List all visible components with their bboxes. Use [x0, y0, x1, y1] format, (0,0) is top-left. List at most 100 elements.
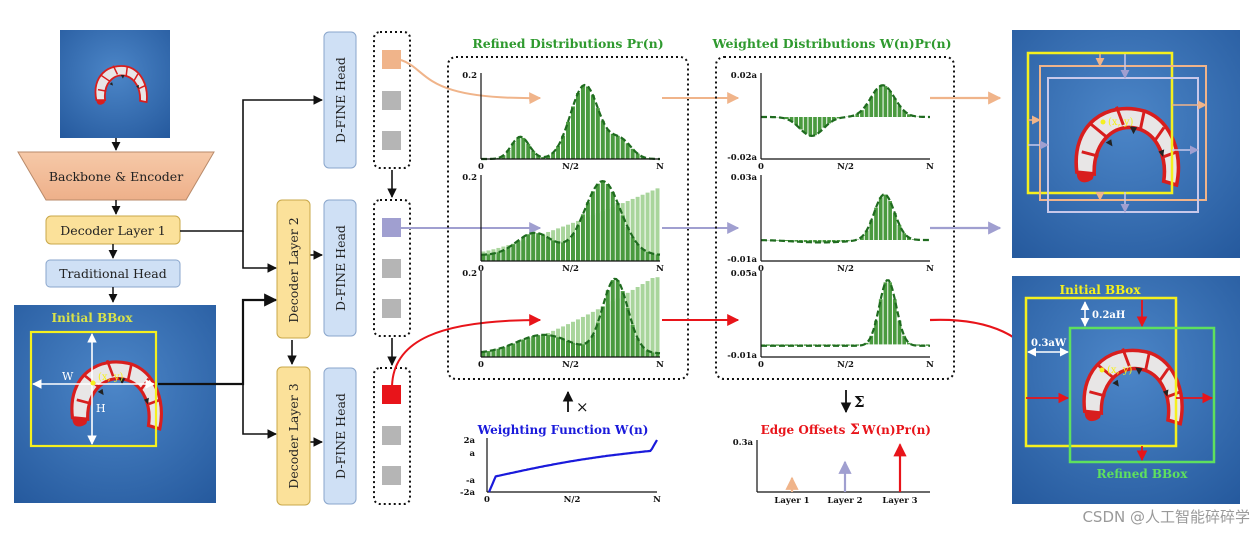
width-label: W	[62, 370, 74, 383]
refined-curve	[481, 83, 660, 161]
refined-xtick-label: N	[656, 162, 664, 172]
weighted-ymax-label: 0.05a	[731, 269, 758, 279]
wfunc-ytick-label: a	[469, 449, 475, 459]
refined-bar	[491, 253, 496, 261]
refined-bar	[615, 280, 620, 357]
refined-curve	[480, 277, 661, 355]
refined-bar	[600, 120, 605, 159]
bottom-initial-box	[1024, 296, 1178, 448]
weighted-bar	[869, 335, 874, 345]
refined-light-bar	[645, 281, 650, 357]
refined-bar	[635, 244, 640, 261]
refined-bar	[486, 254, 491, 261]
bottom-refined-box	[1068, 326, 1216, 464]
weighted-bar	[864, 230, 869, 240]
refined-ymax-label: 0.2	[462, 71, 477, 81]
refined-bar	[551, 152, 556, 159]
result-image-top: (x, y)	[1012, 30, 1240, 258]
refined-bar	[481, 351, 486, 357]
refined-bar	[526, 337, 531, 357]
refined-row-2: 0.2 0 N/2 N	[462, 173, 664, 274]
refined-bar	[561, 242, 566, 261]
dfine-head-3-label: D-FINE Head	[333, 393, 348, 479]
sum-symbol: Σ	[854, 393, 865, 411]
refined-bar	[506, 150, 511, 159]
token-column-2	[373, 199, 411, 337]
refined-bar	[546, 156, 551, 159]
refined-bar	[580, 344, 585, 357]
refined-bar	[585, 341, 590, 357]
bottom-center-label: (x, y)	[1107, 365, 1133, 376]
wfunc-xtick-label: N	[653, 495, 661, 505]
connector-decoder1-to-head1	[180, 95, 323, 232]
refined-bar	[605, 129, 610, 159]
refined-bar	[541, 234, 546, 261]
refined-bar	[506, 247, 511, 261]
weighted-bar	[784, 240, 789, 242]
refined-bar	[625, 307, 630, 357]
refined-xtick-label: 0	[478, 360, 484, 370]
refined-xtick-label: N/2	[562, 264, 579, 274]
refined-bar	[526, 234, 531, 261]
dfine-head-1-label: D-FINE Head	[333, 57, 348, 143]
weighted-xtick-label: N	[926, 162, 934, 172]
weighted-bar	[827, 240, 831, 243]
dfine-head-2-label: D-FINE Head	[333, 225, 348, 311]
refined-bar	[561, 339, 566, 357]
multiply-op: ×	[562, 390, 589, 416]
weighted-bar	[803, 344, 808, 346]
weighted-bar	[789, 117, 794, 122]
wfunc-ytick-label: -a	[466, 476, 476, 486]
refined-row-3: 0.2 0 N/2 N	[462, 269, 664, 370]
refined-bar	[506, 345, 511, 357]
refined-light-bar	[640, 194, 645, 261]
weighted-bar	[813, 344, 817, 346]
height-label: H	[96, 402, 106, 415]
refined-bar	[595, 322, 600, 357]
center-dot	[90, 380, 96, 386]
refined-bar	[546, 237, 551, 261]
weighted-bar	[911, 239, 916, 240]
refined-bar	[566, 239, 570, 261]
weighted-xtick-label: N/2	[837, 264, 854, 274]
dfine-head-1: D-FINE Head	[323, 31, 357, 169]
refined-curve	[480, 179, 661, 256]
initial-bbox-image: Initial BBox W H (x, y)	[14, 305, 216, 503]
refined-bar	[511, 142, 516, 159]
refined-bar	[650, 253, 655, 261]
weighted-bar	[902, 335, 907, 345]
decoder-layer-1-label: Decoder Layer 1	[60, 223, 165, 238]
refined-light-bar	[635, 287, 640, 357]
refined-xtick-label: 0	[478, 264, 484, 274]
refined-bar	[571, 342, 575, 357]
edge-ymax-label: 0.3a	[733, 438, 754, 448]
initial-bbox-rect	[29, 330, 158, 448]
weighted-bar	[878, 85, 883, 117]
edge-layer-label-3: Layer 3	[882, 496, 917, 506]
refined-bar	[620, 215, 625, 261]
refined-bar	[536, 233, 541, 261]
refined-bar	[630, 148, 635, 159]
refined-bar	[531, 336, 536, 357]
weighted-bar	[799, 117, 803, 130]
backbone-encoder-block: Backbone & Encoder	[17, 151, 215, 201]
refined-bar	[571, 106, 575, 159]
refined-light-bar	[640, 284, 645, 357]
weighted-bar	[784, 344, 789, 346]
refined-ymax-label: 0.2	[462, 173, 477, 183]
refined-bar	[620, 138, 625, 159]
refined-bar	[600, 181, 605, 261]
edge-layer-label-2: Layer 2	[827, 496, 862, 506]
connector-bbox-to-decoder2	[158, 293, 278, 386]
refined-xtick-label: N/2	[562, 360, 579, 370]
weighted-xtick-label: N	[926, 360, 934, 370]
refined-bar	[526, 143, 531, 159]
watermark: CSDN @人工智能碎碎学	[1082, 508, 1250, 526]
decoder-layer-3-block: Decoder Layer 3	[276, 366, 311, 506]
weighted-bar	[775, 240, 780, 241]
weighted-bar	[902, 110, 907, 117]
weighted-bar	[907, 342, 911, 345]
weighted-bar	[883, 194, 888, 240]
